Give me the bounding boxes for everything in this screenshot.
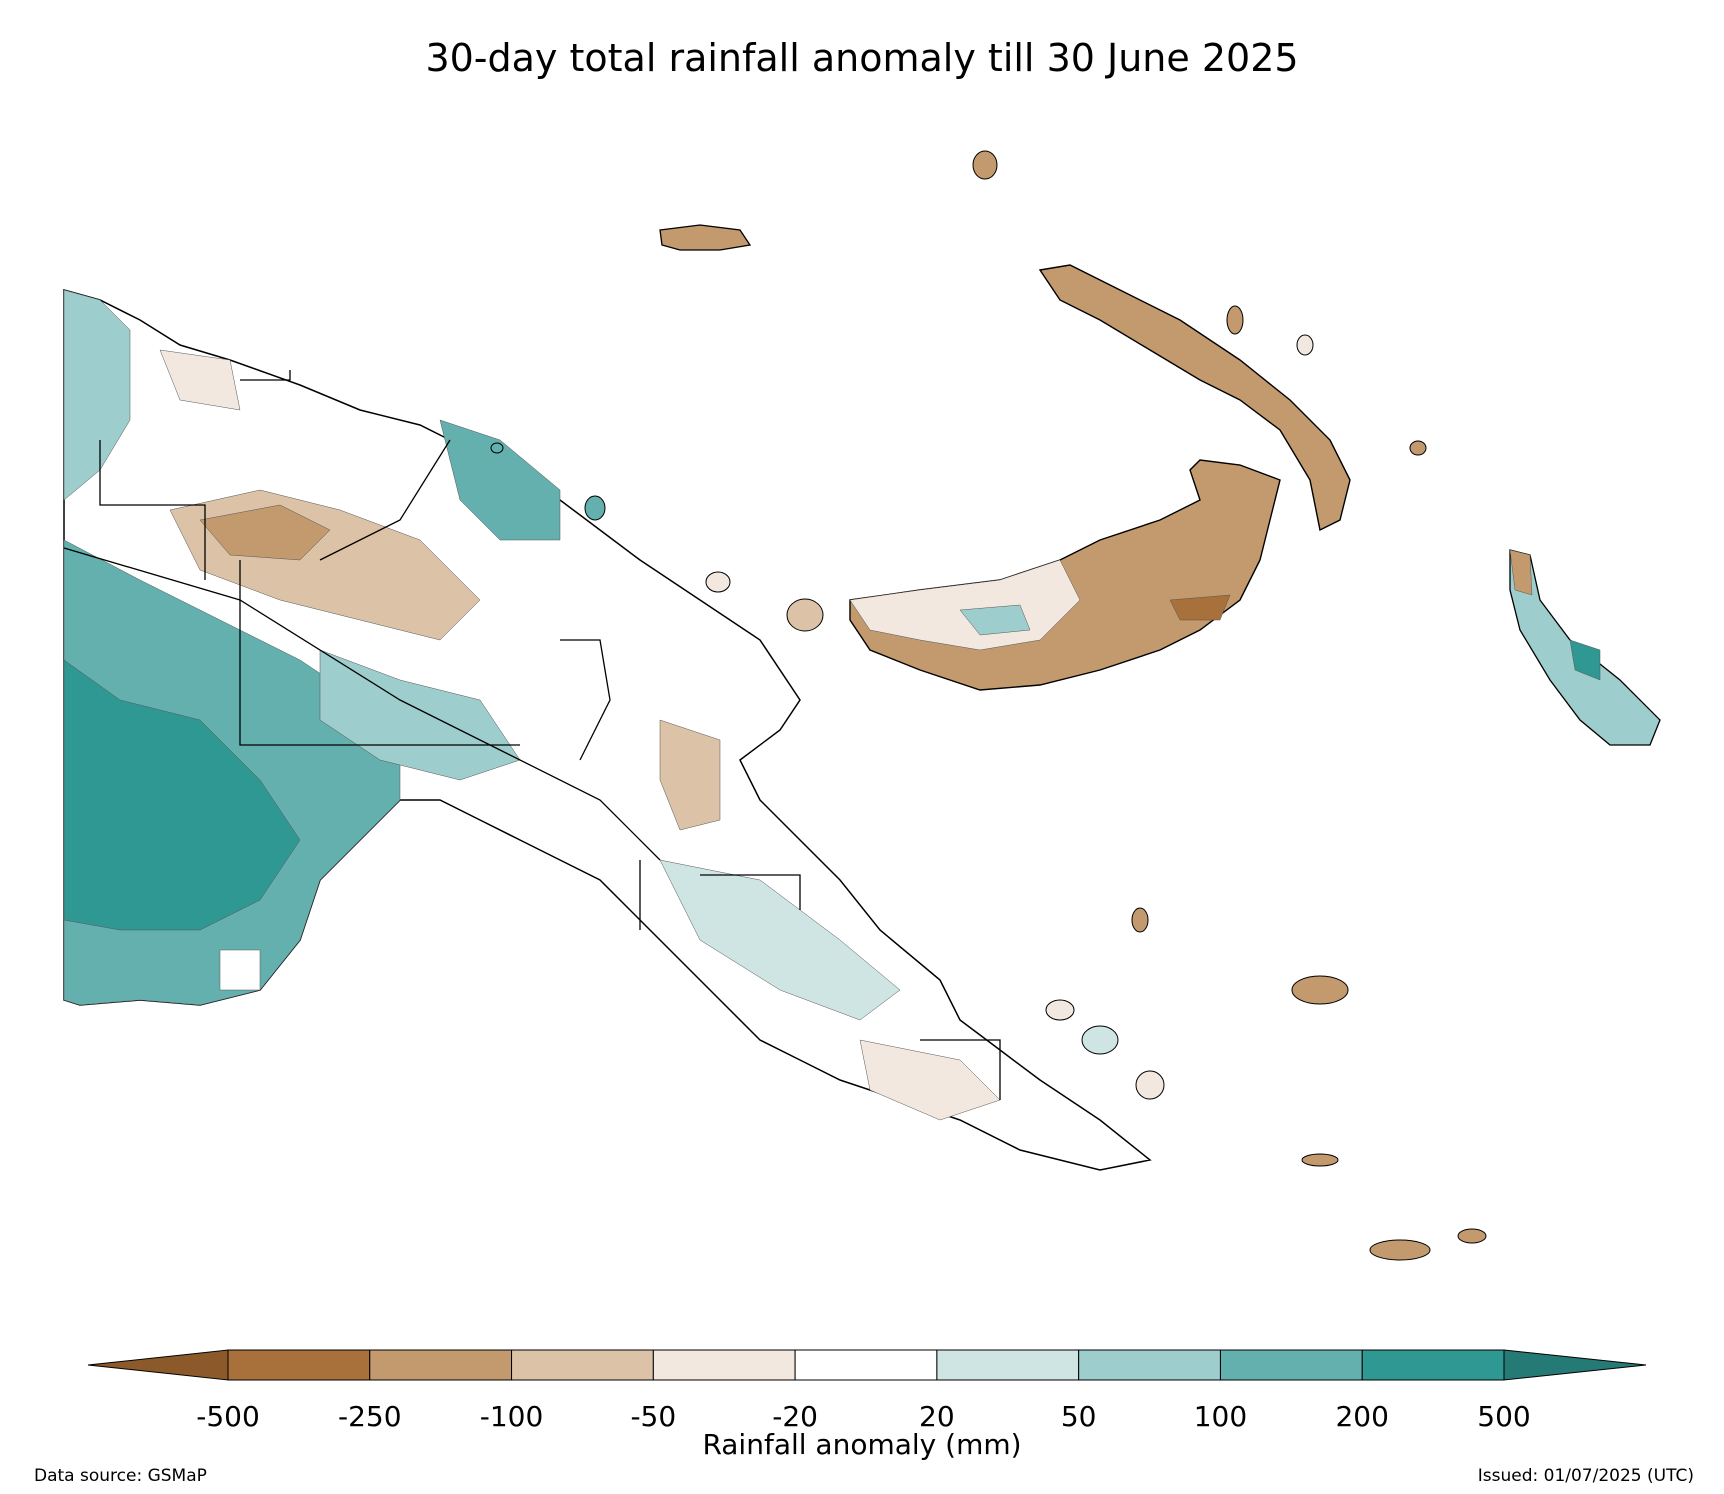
colorbar-tick-label: -50 <box>630 1400 677 1433</box>
colorbar-tick-label: -100 <box>479 1400 544 1433</box>
colorbar-extend-min <box>87 1349 229 1381</box>
colorbar-bin <box>1361 1349 1505 1381</box>
colorbar-bin <box>369 1349 513 1381</box>
issued-date-note: Issued: 01/07/2025 (UTC) <box>1477 1466 1694 1486</box>
bougainville-wet-core <box>1569 639 1601 681</box>
colorbar-bin <box>794 1349 938 1381</box>
northwest-wet-zone <box>63 289 131 501</box>
southeast-mild-dry-zone <box>859 1039 1001 1121</box>
new-britain-wet-patch <box>959 604 1031 636</box>
colorbar-tick-label: 200 <box>1335 1400 1389 1433</box>
colorbar-bin <box>936 1349 1080 1381</box>
north-coast-wet-zone <box>439 419 561 541</box>
colorbar-extend-max <box>1503 1349 1647 1381</box>
data-source-note: Data source: GSMaP <box>34 1466 207 1486</box>
colorbar-bin <box>227 1349 371 1381</box>
manus-island <box>659 224 752 251</box>
colorbar-bin <box>511 1349 654 1381</box>
colorbar-tick-label: -250 <box>337 1400 402 1433</box>
central-mild-wet-zone <box>319 649 521 781</box>
new-britain-dry-core <box>1169 594 1231 621</box>
west-very-wet-zone <box>63 659 301 931</box>
new-ireland-island <box>1038 264 1351 532</box>
colorbar-title: Rainfall anomaly (mm) <box>702 1428 1022 1461</box>
huon-dry-zone <box>659 719 721 831</box>
southeast-mild-wet-zone <box>659 859 901 1021</box>
colorbar-tick-label: 50 <box>1060 1400 1097 1433</box>
colorbar-bin <box>1219 1349 1363 1381</box>
colorbar-tick-label: 100 <box>1193 1400 1248 1433</box>
map-title: 30-day total rainfall anomaly till 30 Ju… <box>425 36 1299 80</box>
colorbar-bin <box>1078 1349 1221 1381</box>
colorbar-tick-label: 20 <box>919 1400 955 1433</box>
north-dry-zone <box>159 349 241 411</box>
small-islands <box>490 150 1487 1261</box>
province-borders <box>63 370 1001 1100</box>
colorbar-bin <box>652 1349 796 1381</box>
colorbar-tick-label: 500 <box>1477 1400 1531 1433</box>
highlands-drier-zone <box>199 504 331 561</box>
bougainville-island <box>1509 549 1661 746</box>
colorbar-tick-label: -20 <box>772 1400 818 1433</box>
buka-dry-tip <box>1509 549 1533 596</box>
colorbar-tick-label: -500 <box>196 1400 260 1433</box>
southwest-mild-dry-patch <box>219 949 261 991</box>
